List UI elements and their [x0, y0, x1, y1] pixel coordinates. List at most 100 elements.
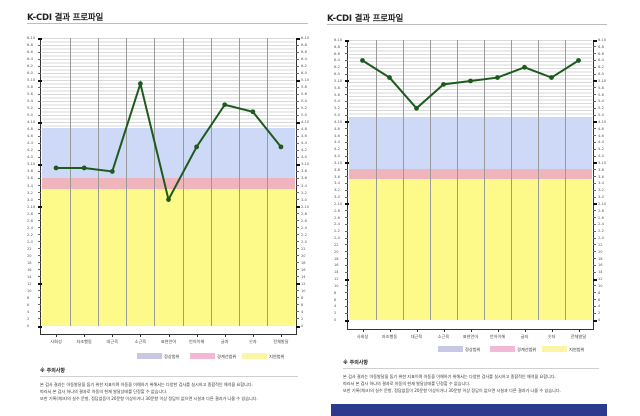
- y-tick-label-right: 5-0: [301, 113, 307, 118]
- y-tick: [345, 264, 348, 266]
- y-tick-label-left: 4-0: [334, 154, 340, 159]
- x-tick: [280, 334, 282, 337]
- y-tick-label-left: 8: [27, 295, 30, 300]
- y-tick-label-left: 5-8: [27, 85, 33, 90]
- y-tick: [593, 155, 596, 157]
- y-tick: [593, 237, 596, 239]
- y-tick-label-left: 6-8: [334, 44, 340, 49]
- y-tick: [593, 107, 596, 109]
- y-tick-label-left: 6-6: [27, 50, 33, 55]
- data-point-marker: [81, 165, 87, 171]
- y-tick-label-left: 4-4: [27, 141, 33, 146]
- y-tick-label-right: 3-0: [598, 195, 604, 200]
- y-tick-label-right: 14: [301, 274, 306, 279]
- x-category-label: 대근육: [410, 334, 423, 339]
- y-tick: [593, 230, 596, 232]
- y-tick-label-right: 5-2: [301, 106, 307, 111]
- data-point-marker: [250, 109, 256, 115]
- vertical-gridline: [403, 40, 404, 320]
- y-tick: [345, 278, 349, 281]
- y-tick-label-right: 4: [598, 304, 601, 309]
- y-tick-label-right: 2: [301, 316, 304, 321]
- y-tick-label-right: 2-6: [301, 218, 307, 223]
- y-tick-label-left: 18: [334, 256, 339, 261]
- y-tick-label-right: 4-6: [598, 133, 604, 138]
- y-tick-label-right: 6-2: [301, 64, 307, 69]
- y-tick: [296, 100, 299, 102]
- y-tick-label-left: 20: [334, 249, 339, 254]
- y-tick-label-left: 2-6: [334, 215, 340, 220]
- vertical-gridline: [565, 40, 566, 320]
- y-tick-label-right: 4-2: [301, 148, 307, 153]
- y-tick: [296, 255, 299, 257]
- band-pink: [349, 168, 592, 179]
- y-tick: [296, 44, 299, 46]
- y-tick-label-right: 22: [598, 242, 603, 247]
- y-tick-label-right: 4-0: [598, 154, 604, 159]
- y-tick-label-right: 3-10: [301, 162, 310, 167]
- notes-line: 또한 기록(체크)의 실수 문항, 정답없음이 20문항 이상이거나 30문항 …: [40, 396, 258, 401]
- band-yellow: [349, 178, 592, 320]
- y-tick: [593, 292, 596, 294]
- y-tick: [345, 141, 348, 143]
- y-tick: [593, 258, 596, 260]
- y-tick: [593, 285, 596, 287]
- y-tick-label-left: 8: [334, 290, 337, 295]
- y-tick: [593, 73, 596, 75]
- y-tick-label-right: 2-8: [598, 208, 604, 213]
- y-tick: [38, 318, 41, 320]
- y-tick: [345, 230, 348, 232]
- y-tick: [38, 44, 41, 46]
- vertical-gridline: [511, 40, 512, 320]
- y-tick: [38, 170, 41, 172]
- legend-swatch-normal: [137, 353, 162, 359]
- y-tick: [296, 185, 299, 186]
- y-tick: [593, 87, 596, 89]
- y-tick-label-left: 6-6: [334, 51, 340, 56]
- x-tick: [112, 334, 114, 337]
- legend-swatch-delayed: [242, 353, 267, 359]
- y-tick-label-left: 5-2: [334, 106, 340, 111]
- y-tick-label-right: 22: [301, 246, 306, 251]
- y-tick-label-left: 5-4: [334, 99, 340, 104]
- y-tick: [345, 169, 348, 171]
- x-tick: [362, 329, 364, 332]
- y-tick: [593, 189, 596, 191]
- y-tick: [593, 46, 596, 48]
- y-tick-label-right: 2-0: [598, 236, 604, 241]
- y-tick-label-right: 4-4: [598, 140, 604, 145]
- y-tick-label-left: 2: [334, 311, 337, 316]
- y-tick: [296, 156, 299, 158]
- y-tick-label-left: 6-0: [27, 71, 33, 76]
- data-point-marker: [194, 144, 200, 150]
- y-tick: [593, 80, 597, 83]
- y-tick: [593, 264, 596, 266]
- y-tick-label-left: 4-8: [334, 126, 340, 131]
- x-category-label: 글자: [220, 339, 229, 344]
- y-tick: [296, 206, 300, 209]
- y-tick-label-right: 5-6: [301, 92, 307, 97]
- y-tick-label-left: 2-10: [27, 204, 36, 209]
- data-point-marker: [414, 105, 419, 111]
- y-tick: [38, 107, 41, 109]
- y-tick-label-right: 4-10: [598, 119, 607, 124]
- x-category-label: 사회성: [356, 334, 369, 339]
- y-tick: [345, 319, 349, 322]
- y-tick: [296, 65, 299, 67]
- panel-title: K-CDI 결과 프로파일: [27, 13, 104, 23]
- y-tick-label-left: 0: [27, 324, 30, 328]
- y-tick-label-left: 20: [27, 253, 32, 258]
- y-tick: [296, 170, 299, 172]
- y-tick: [593, 244, 596, 246]
- y-tick-label-right: 4-4: [301, 141, 307, 146]
- y-tick-label-left: 6-4: [334, 58, 340, 63]
- left-profile-panel: K-CDI 결과 프로파일 정상범위 경계선범위 지연범위 ※ 주의사항 본 검…: [27, 13, 310, 401]
- y-tick-label-left: 5-4: [27, 99, 33, 104]
- y-tick-label-right: 2-4: [301, 225, 307, 230]
- x-tick: [470, 329, 472, 332]
- y-axis-right: [593, 40, 594, 329]
- data-point-marker: [549, 75, 554, 80]
- y-tick: [296, 234, 299, 236]
- y-tick: [345, 251, 348, 253]
- notes-line: 본 검사 결과는 아동발달을 돕기 위한 지표이며 아동을 이해하기 위해서는 …: [40, 382, 253, 387]
